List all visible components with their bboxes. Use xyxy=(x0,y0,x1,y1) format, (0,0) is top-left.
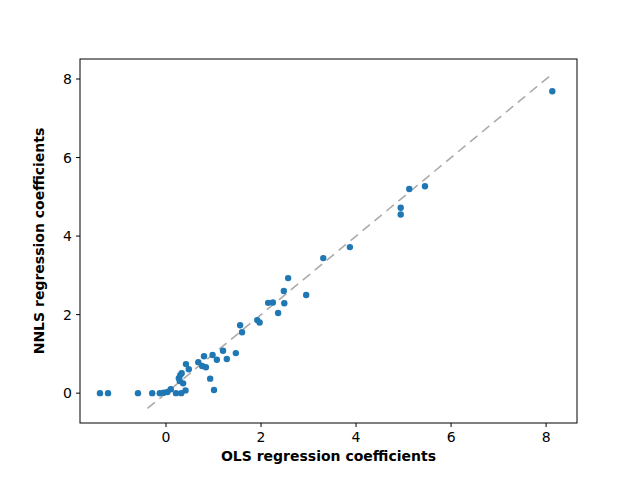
scatter-point xyxy=(406,186,412,192)
x-tick-label: 8 xyxy=(542,429,551,445)
scatter-point xyxy=(203,364,209,370)
y-axis-label: NNLS regression coefficients xyxy=(31,128,47,355)
x-tick-label: 4 xyxy=(352,429,361,445)
scatter-point xyxy=(281,288,287,294)
scatter-point xyxy=(275,310,281,316)
y-tick-label: 6 xyxy=(63,150,72,166)
scatter-point xyxy=(320,255,326,261)
scatter-point xyxy=(209,352,215,358)
plot-border xyxy=(80,59,577,423)
scatter-point xyxy=(211,387,217,393)
scatter-point xyxy=(256,319,262,325)
scatter-point xyxy=(398,211,404,217)
x-tick-label: 2 xyxy=(257,429,266,445)
scatter-point xyxy=(303,292,309,298)
scatter-point xyxy=(270,299,276,305)
scatter-point xyxy=(347,244,353,250)
scatter-point xyxy=(183,361,189,367)
scatter-point xyxy=(220,348,226,354)
scatter-point xyxy=(201,353,207,359)
scatter-points-group xyxy=(97,88,556,396)
y-tick-label: 0 xyxy=(63,385,72,401)
scatter-point xyxy=(281,300,287,306)
scatter-point xyxy=(233,350,239,356)
y-tick-label: 2 xyxy=(63,307,72,323)
y-tick-label: 8 xyxy=(63,71,72,87)
identity-line xyxy=(147,75,550,408)
x-tick-label: 0 xyxy=(162,429,171,445)
scatter-point xyxy=(105,390,111,396)
scatter-point xyxy=(180,380,186,386)
scatter-point xyxy=(422,183,428,189)
scatter-point xyxy=(135,390,141,396)
scatter-point xyxy=(168,386,174,392)
scatter-point xyxy=(239,329,245,335)
scatter-point xyxy=(97,390,103,396)
scatter-point xyxy=(207,375,213,381)
scatter-point xyxy=(178,370,184,376)
identity-line-group xyxy=(147,75,550,408)
scatter-chart: 0 2 4 6 8 0 2 4 6 8 OLS regression coefficients N… xyxy=(0,0,640,480)
x-axis-label: OLS regression coefficients xyxy=(221,448,436,464)
scatter-point xyxy=(237,322,243,328)
scatter-point xyxy=(285,275,291,281)
y-tick-label: 4 xyxy=(63,228,72,244)
figure-canvas: 0 2 4 6 8 0 2 4 6 8 OLS regression coefficients N… xyxy=(0,0,640,480)
scatter-point xyxy=(549,88,555,94)
scatter-point xyxy=(398,205,404,211)
scatter-point xyxy=(224,356,230,362)
x-tick-label: 6 xyxy=(447,429,456,445)
scatter-point xyxy=(182,387,188,393)
scatter-point xyxy=(149,390,155,396)
scatter-point xyxy=(214,357,220,363)
